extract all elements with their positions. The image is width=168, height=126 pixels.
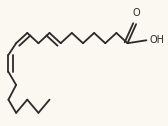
Text: OH: OH — [150, 35, 164, 45]
Text: O: O — [132, 8, 140, 18]
